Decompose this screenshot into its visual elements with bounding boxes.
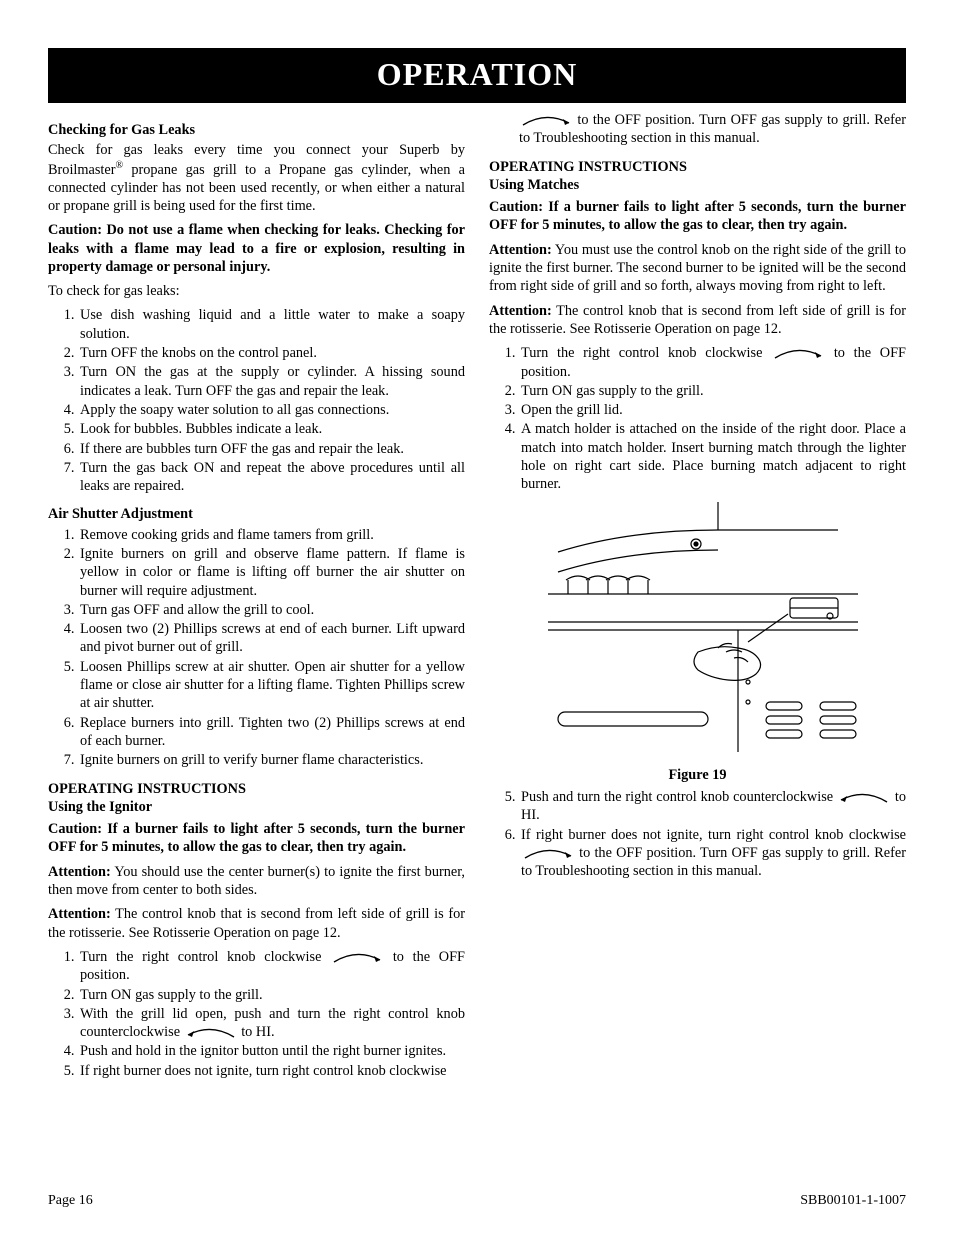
gas-leak-steps: Use dish washing liquid and a little wat… bbox=[48, 306, 465, 495]
caution-flame: Caution: Do not use a flame when checkin… bbox=[48, 221, 465, 276]
list-item: Turn ON gas supply to the grill. bbox=[519, 382, 906, 400]
air-shutter-steps: Remove cooking grids and flame tamers fr… bbox=[48, 526, 465, 770]
heading-air-shutter: Air Shutter Adjustment bbox=[48, 505, 465, 523]
figure-19 bbox=[489, 502, 906, 762]
counterclockwise-arrow-icon bbox=[837, 792, 891, 804]
text: You should use the center burner(s) to i… bbox=[48, 864, 465, 898]
ignitor-steps: Turn the right control knob clockwise to… bbox=[48, 948, 465, 1080]
heading-op-matches-a: OPERATING INSTRUCTIONS bbox=[489, 158, 906, 176]
gas-leaks-intro: Check for gas leaks every time you conne… bbox=[48, 141, 465, 215]
text: The control knob that is second from lef… bbox=[48, 906, 465, 940]
right-column: to the OFF position. Turn OFF gas supply… bbox=[489, 111, 906, 1088]
attention-label: Attention: bbox=[48, 906, 111, 922]
list-item: Ignite burners on grill and observe flam… bbox=[78, 545, 465, 600]
list-item: Remove cooking grids and flame tamers fr… bbox=[78, 526, 465, 544]
heading-op-matches-b: Using Matches bbox=[489, 176, 906, 194]
page-footer: Page 16 SBB00101-1-1007 bbox=[48, 1193, 906, 1209]
list-item: Ignite burners on grill to verify burner… bbox=[78, 751, 465, 769]
page: OPERATION Checking for Gas Leaks Check f… bbox=[0, 0, 954, 1235]
caution-ignitor: Caution: If a burner fails to light afte… bbox=[48, 820, 465, 857]
figure-caption: Figure 19 bbox=[489, 766, 906, 784]
left-column: Checking for Gas Leaks Check for gas lea… bbox=[48, 111, 465, 1088]
list-item: Push and hold in the ignitor button unti… bbox=[78, 1042, 465, 1060]
list-item: Look for bubbles. Bubbles indicate a lea… bbox=[78, 420, 465, 438]
attention-right-knob: Attention: You must use the control knob… bbox=[489, 241, 906, 296]
text: The control knob that is second from lef… bbox=[489, 303, 906, 337]
attention-label: Attention: bbox=[489, 303, 552, 319]
list-item: Turn the gas back ON and repeat the abov… bbox=[78, 459, 465, 496]
text: Push and turn the right control knob cou… bbox=[521, 789, 837, 805]
clockwise-arrow-icon bbox=[771, 348, 825, 360]
section-banner: OPERATION bbox=[48, 48, 906, 103]
attention-center-burner: Attention: You should use the center bur… bbox=[48, 863, 465, 900]
text: to HI. bbox=[241, 1024, 274, 1040]
text: Turn the right control knob clockwise bbox=[521, 345, 771, 361]
check-intro: To check for gas leaks: bbox=[48, 282, 465, 300]
list-item: Turn ON the gas at the supply or cylinde… bbox=[78, 363, 465, 400]
attention-rotisserie-left: Attention: The control knob that is seco… bbox=[48, 905, 465, 942]
caution-matches: Caution: If a burner fails to light afte… bbox=[489, 198, 906, 235]
attention-rotisserie-right: Attention: The control knob that is seco… bbox=[489, 302, 906, 339]
list-item: Open the grill lid. bbox=[519, 401, 906, 419]
list-item: Loosen Phillips screw at air shutter. Op… bbox=[78, 658, 465, 713]
attention-label: Attention: bbox=[489, 242, 552, 258]
list-item: Turn the right control knob clockwise to… bbox=[519, 344, 906, 381]
list-item: With the grill lid open, push and turn t… bbox=[78, 1005, 465, 1042]
list-item: Loosen two (2) Phillips screws at end of… bbox=[78, 620, 465, 657]
page-number: Page 16 bbox=[48, 1193, 93, 1209]
text: to the OFF position. Turn OFF gas supply… bbox=[519, 112, 906, 146]
list-item: If there are bubbles turn OFF the gas an… bbox=[78, 440, 465, 458]
list-item: Turn gas OFF and allow the grill to cool… bbox=[78, 601, 465, 619]
list-item: Turn the right control knob clockwise to… bbox=[78, 948, 465, 985]
heading-gas-leaks: Checking for Gas Leaks bbox=[48, 121, 465, 139]
list-item: If right burner does not ignite, turn ri… bbox=[78, 1062, 465, 1080]
text: If right burner does not ignite, turn ri… bbox=[521, 827, 906, 843]
content-columns: Checking for Gas Leaks Check for gas lea… bbox=[48, 111, 906, 1088]
clockwise-arrow-icon bbox=[519, 115, 573, 127]
clockwise-arrow-icon bbox=[521, 848, 575, 860]
list-item: Use dish washing liquid and a little wat… bbox=[78, 306, 465, 343]
matches-steps-part2: Push and turn the right control knob cou… bbox=[489, 788, 906, 880]
list-item: If right burner does not ignite, turn ri… bbox=[519, 826, 906, 881]
clockwise-arrow-icon bbox=[330, 952, 384, 964]
text: Turn the right control knob clockwise bbox=[80, 949, 330, 965]
continued-step: to the OFF position. Turn OFF gas supply… bbox=[489, 111, 906, 148]
list-item: A match holder is attached on the inside… bbox=[519, 420, 906, 493]
matches-steps-part1: Turn the right control knob clockwise to… bbox=[489, 344, 906, 493]
list-item: Turn OFF the knobs on the control panel. bbox=[78, 344, 465, 362]
counterclockwise-arrow-icon bbox=[184, 1027, 238, 1039]
doc-code: SBB00101-1-1007 bbox=[800, 1193, 906, 1209]
list-item: Turn ON gas supply to the grill. bbox=[78, 986, 465, 1004]
heading-op-ignitor-a: OPERATING INSTRUCTIONS bbox=[48, 780, 465, 798]
heading-op-ignitor-b: Using the Ignitor bbox=[48, 798, 465, 816]
text: You must use the control knob on the rig… bbox=[489, 242, 906, 295]
list-item: Apply the soapy water solution to all ga… bbox=[78, 401, 465, 419]
attention-label: Attention: bbox=[48, 864, 111, 880]
grill-match-diagram bbox=[538, 502, 858, 762]
registered-mark: ® bbox=[116, 160, 124, 171]
list-item: Replace burners into grill. Tighten two … bbox=[78, 714, 465, 751]
list-item: Push and turn the right control knob cou… bbox=[519, 788, 906, 825]
text: to the OFF position. Turn OFF gas supply… bbox=[521, 845, 906, 879]
